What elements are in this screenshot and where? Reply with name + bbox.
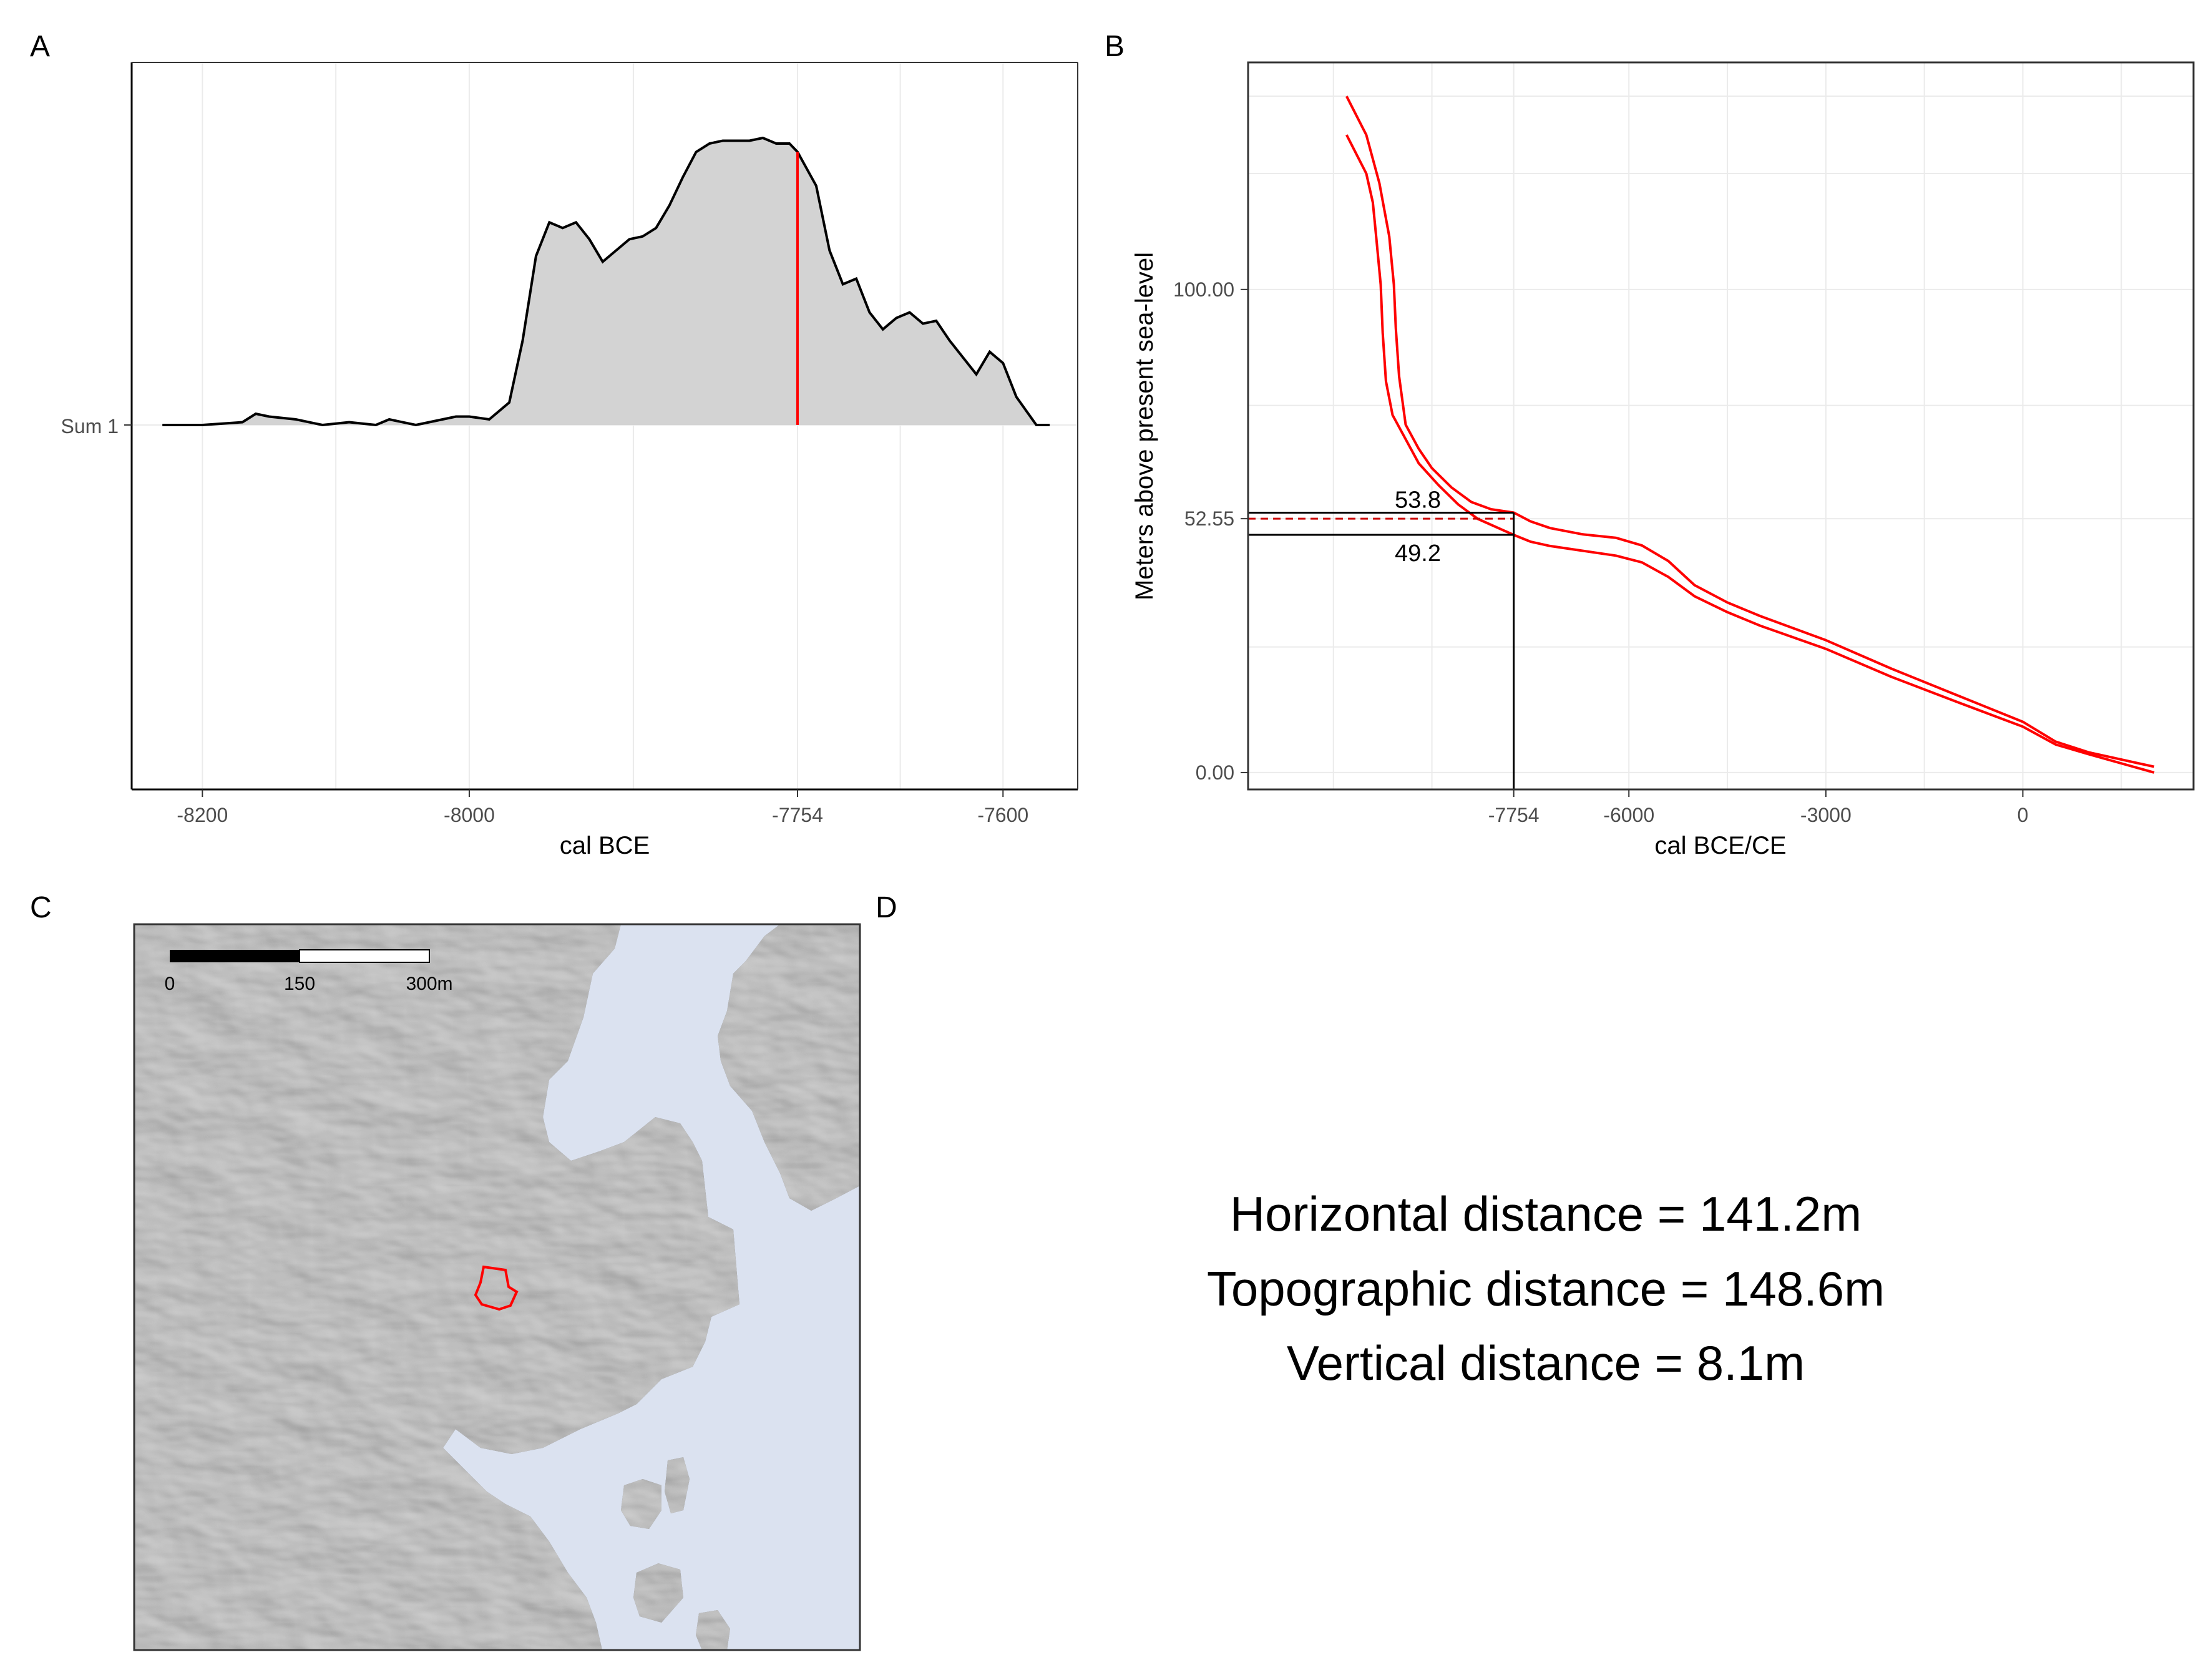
chart-a-x-axis-title: cal BCE bbox=[560, 832, 650, 859]
chart-b-x-ticks: -7754 -6000 -3000 0 bbox=[1488, 789, 2029, 826]
chart-b-x-tick-label: 0 bbox=[2018, 804, 2029, 826]
scale-bar-label-0: 0 bbox=[165, 974, 175, 994]
chart-b-y-axis-title: Meters above present sea-level bbox=[1131, 252, 1158, 600]
horizontal-distance-text: Horizontal distance = 141.2m bbox=[1230, 1186, 1862, 1241]
chart-a-density-line bbox=[162, 136, 1050, 427]
chart-b-x-tick-label: -6000 bbox=[1603, 804, 1654, 826]
chart-b-x-axis-title: cal BCE/CE bbox=[1654, 832, 1786, 859]
chart-a-density-area bbox=[162, 138, 1050, 425]
chart-b-plot-background bbox=[1248, 62, 2194, 789]
chart-b-annotations: 53.8 49.2 bbox=[1248, 487, 1515, 789]
panel-letter-a: A bbox=[30, 30, 50, 63]
results-panel: Horizontal distance = 141.2m Topographic… bbox=[1207, 1186, 1885, 1390]
chart-b-gridlines bbox=[1248, 62, 2194, 789]
chart-b-y-tick-label: 100.00 bbox=[1173, 278, 1234, 301]
panel-letter-d: D bbox=[876, 891, 897, 924]
chart-a-y-tick-label: Sum 1 bbox=[61, 415, 119, 437]
chart-a-x-tick-label: -8200 bbox=[177, 804, 228, 826]
chart-b-upper-curve bbox=[1345, 95, 2155, 768]
chart-a-x-tick-label: -7754 bbox=[772, 804, 823, 826]
panel-letter-b: B bbox=[1105, 30, 1125, 63]
chart-b-x-tick-label: -7754 bbox=[1488, 804, 1540, 826]
chart-b: 53.8 49.2 -7754 -6000 -3000 0 0.00 52.55 100.0… bbox=[1131, 61, 2195, 859]
scale-bar-white-segment bbox=[299, 949, 430, 963]
chart-b-panel-border bbox=[1247, 61, 2195, 791]
map-panel: 0 150 300m bbox=[133, 923, 861, 1651]
chart-a-x-ticks: -8200 -8000 -7754 -7600 bbox=[177, 789, 1028, 826]
chart-b-series bbox=[1345, 95, 2155, 774]
chart-b-y-tick-label: 52.55 bbox=[1184, 507, 1234, 530]
panel-letter-c: C bbox=[30, 891, 52, 924]
scale-bar-black-segment bbox=[170, 950, 300, 962]
chart-a-x-tick-label: -7600 bbox=[977, 804, 1028, 826]
scale-bar-label-150: 150 bbox=[284, 974, 315, 994]
chart-b-x-tick-label: -3000 bbox=[1800, 804, 1852, 826]
chart-b-lower-curve bbox=[1345, 134, 2155, 774]
chart-a: -8200 -8000 -7754 -7600 Sum 1 cal BCE bbox=[61, 62, 1078, 859]
chart-b-y-tick-label: 0.00 bbox=[1196, 761, 1234, 784]
chart-b-y-ticks: 0.00 52.55 100.00 bbox=[1173, 278, 1248, 784]
site-polygon bbox=[474, 1265, 519, 1311]
topographic-distance-text: Topographic distance = 148.6m bbox=[1207, 1261, 1885, 1316]
chart-a-plot-background bbox=[132, 62, 1078, 789]
chart-a-x-tick-label: -8000 bbox=[444, 804, 495, 826]
vertical-distance-text: Vertical distance = 8.1m bbox=[1287, 1336, 1805, 1390]
map-frame bbox=[133, 923, 861, 1651]
chart-b-bound-label: 49.2 bbox=[1395, 540, 1441, 567]
scale-bar: 0 150 300m bbox=[165, 949, 453, 994]
chart-b-bound-label: 53.8 bbox=[1395, 487, 1441, 513]
scale-bar-label-300m: 300m bbox=[406, 974, 452, 994]
